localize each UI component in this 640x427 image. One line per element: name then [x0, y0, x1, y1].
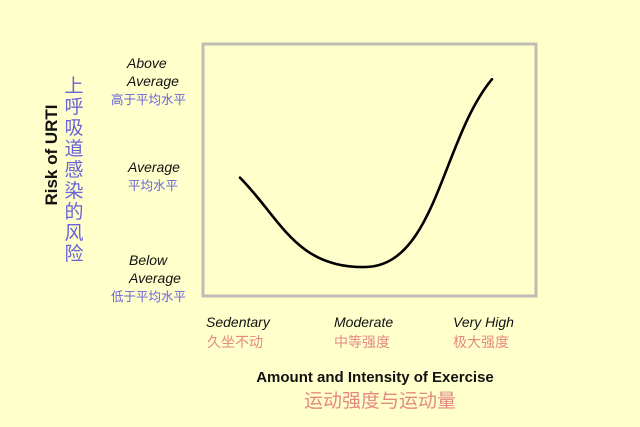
xtick-very-high: Very High	[453, 314, 514, 330]
xtick-moderate-zh: 中等强度	[334, 334, 390, 351]
y-axis-title-zh-char: 感	[64, 159, 83, 181]
risk-curve	[238, 77, 494, 269]
xtick-sedentary-zh: 久坐不动	[207, 335, 263, 351]
plot-frame	[201, 42, 538, 298]
y-axis-title-zh-char: 的	[64, 201, 83, 223]
ytick-average-zh: 平均水平	[128, 178, 178, 193]
ytick-average: Average	[127, 159, 180, 175]
ytick-below-line2: Average	[128, 270, 181, 286]
y-axis-title-zh-char: 险	[64, 243, 83, 265]
y-axis-title-zh-char: 染	[64, 180, 83, 202]
ytick-below-line1: Below	[129, 252, 168, 268]
xtick-moderate: Moderate	[334, 314, 393, 330]
x-axis-title-zh: 运动强度与运动量	[304, 390, 456, 412]
xtick-sedentary: Sedentary	[206, 314, 271, 330]
x-axis-title: Amount and Intensity of Exercise	[256, 369, 494, 386]
y-axis-title-zh-char: 吸	[64, 117, 83, 139]
y-axis-title-zh-char: 风	[64, 222, 83, 244]
ytick-above-line2: Average	[126, 73, 179, 89]
ytick-below-zh: 低于平均水平	[111, 289, 186, 304]
y-axis-title-zh-char: 呼	[64, 96, 83, 118]
ytick-above-line1: Above	[126, 55, 167, 71]
y-axis-title-zh-char: 上	[64, 75, 83, 97]
xtick-very-high-zh: 极大强度	[453, 335, 509, 351]
y-axis-title-zh-char: 道	[64, 138, 83, 160]
y-axis-title: Risk of URTI	[42, 104, 61, 205]
ytick-above-zh: 高于平均水平	[111, 92, 186, 107]
